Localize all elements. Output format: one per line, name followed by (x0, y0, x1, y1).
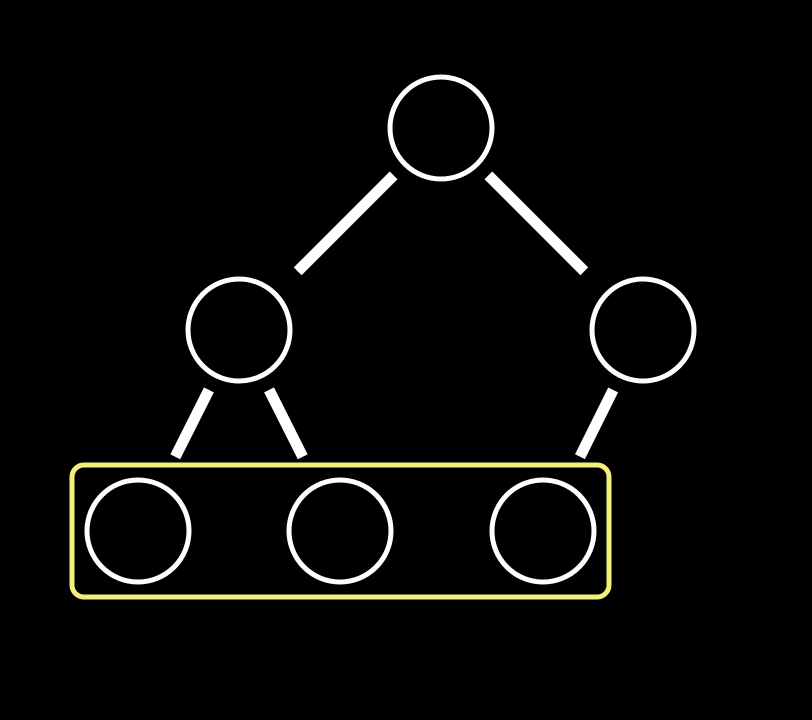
node-left-right-leaf (286, 477, 394, 585)
node-root (387, 74, 495, 182)
edge-right-child-to-right-left-leaf (575, 387, 619, 460)
nodes-layer (84, 74, 697, 585)
edge-left-child-to-left-right-leaf (264, 387, 308, 460)
highlighted-level-box (69, 462, 612, 600)
node-left-left-leaf (84, 477, 192, 585)
edge-left-child-to-left-left-leaf (170, 387, 214, 460)
edge-root-to-right-child (484, 171, 589, 276)
node-right-child (589, 276, 697, 384)
node-right-left-leaf (489, 477, 597, 585)
node-left-child (185, 276, 293, 384)
highlight-layer (69, 462, 612, 600)
edges-layer (170, 171, 619, 460)
edge-root-to-left-child (293, 171, 398, 276)
